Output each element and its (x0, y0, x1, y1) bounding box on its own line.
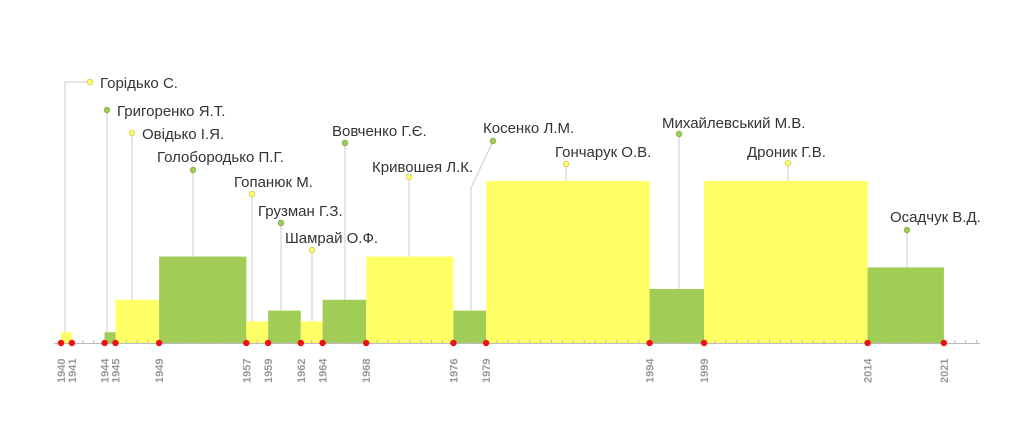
year-label: 1959 (263, 359, 275, 383)
term-bar (867, 267, 944, 343)
person-label: Шамрай О.Ф. (285, 230, 378, 247)
term-bar (649, 289, 705, 343)
term-bar (104, 332, 116, 343)
term-bar (61, 332, 72, 343)
marker-dot (903, 226, 911, 234)
person-label: Кривошея Л.К. (372, 159, 473, 176)
year-dot (112, 339, 119, 347)
year-dot (864, 339, 871, 347)
leader-lines (64, 78, 911, 333)
leader-line (470, 140, 494, 311)
term-bar (268, 310, 301, 343)
year-label: 1979 (481, 359, 493, 383)
leader-line (64, 81, 90, 333)
person-label: Григоренко Я.Т. (117, 103, 225, 120)
year-label: 1976 (448, 359, 460, 383)
year-dot (363, 339, 370, 347)
person-label: Овідько І.Я. (142, 126, 224, 143)
term-bar (322, 299, 367, 343)
marker-dot (128, 129, 136, 137)
marker-dot (189, 166, 197, 174)
year-label: 1944 (100, 358, 112, 383)
year-dot (297, 339, 304, 347)
year-dot (68, 339, 76, 347)
year-dot (450, 339, 457, 347)
person-label: Дроник Г.В. (747, 144, 826, 161)
year-dot (101, 339, 108, 347)
marker-dot (103, 106, 111, 114)
person-label: Гончарук О.В. (555, 144, 651, 161)
term-bar (486, 181, 650, 343)
year-dot (243, 339, 250, 347)
year-label: 1994 (645, 358, 657, 383)
term-bar (115, 299, 160, 343)
year-dot (482, 339, 490, 347)
year-dot (155, 339, 163, 347)
year-label: 1964 (318, 358, 330, 383)
person-label: Грузман Г.З. (258, 203, 343, 220)
year-label: 1962 (296, 359, 308, 383)
marker-dot (562, 160, 570, 168)
marker-dot (308, 246, 316, 254)
term-bar (246, 321, 269, 343)
year-label: 2021 (939, 359, 951, 383)
year-label: 1945 (111, 359, 123, 383)
marker-dot (405, 173, 413, 181)
year-dot (319, 339, 326, 347)
person-label: Горідько С. (100, 75, 178, 92)
year-dot (700, 339, 708, 347)
term-bar (366, 256, 454, 343)
person-label: Вовченко Г.Є. (332, 123, 427, 140)
year-dot (940, 339, 948, 347)
marker-dot (784, 159, 792, 167)
term-bar (704, 181, 868, 343)
year-dot (57, 339, 65, 347)
year-label: 1999 (699, 359, 711, 383)
marker-dot (489, 137, 497, 145)
person-label: Гопанюк М. (234, 174, 313, 191)
person-label: Осадчук В.Д. (890, 209, 981, 226)
marker-dot (341, 139, 349, 147)
person-label: Косенко Л.М. (483, 120, 574, 137)
year-label: 2014 (863, 358, 875, 383)
year-dot (264, 339, 272, 347)
year-label: 1941 (67, 359, 79, 383)
marker-dot (675, 130, 683, 138)
year-label: 1957 (241, 359, 253, 383)
year-label: 1949 (154, 359, 166, 383)
person-label: Голобородько П.Г. (157, 149, 284, 166)
bars (61, 181, 944, 343)
name-labels: Горідько С. Григоренко Я.Т. Овідько І.Я. Го… (100, 75, 981, 247)
term-bar (300, 321, 323, 343)
person-label: Михайлевський М.В. (662, 115, 805, 132)
year-label: 1940 (56, 359, 68, 383)
year-dot (646, 339, 653, 347)
year-label: 1968 (361, 359, 373, 383)
marker-dot (86, 78, 94, 86)
marker-dot (277, 219, 285, 227)
marker-dot (248, 190, 256, 198)
term-bar (159, 256, 247, 343)
term-bar (453, 310, 487, 343)
